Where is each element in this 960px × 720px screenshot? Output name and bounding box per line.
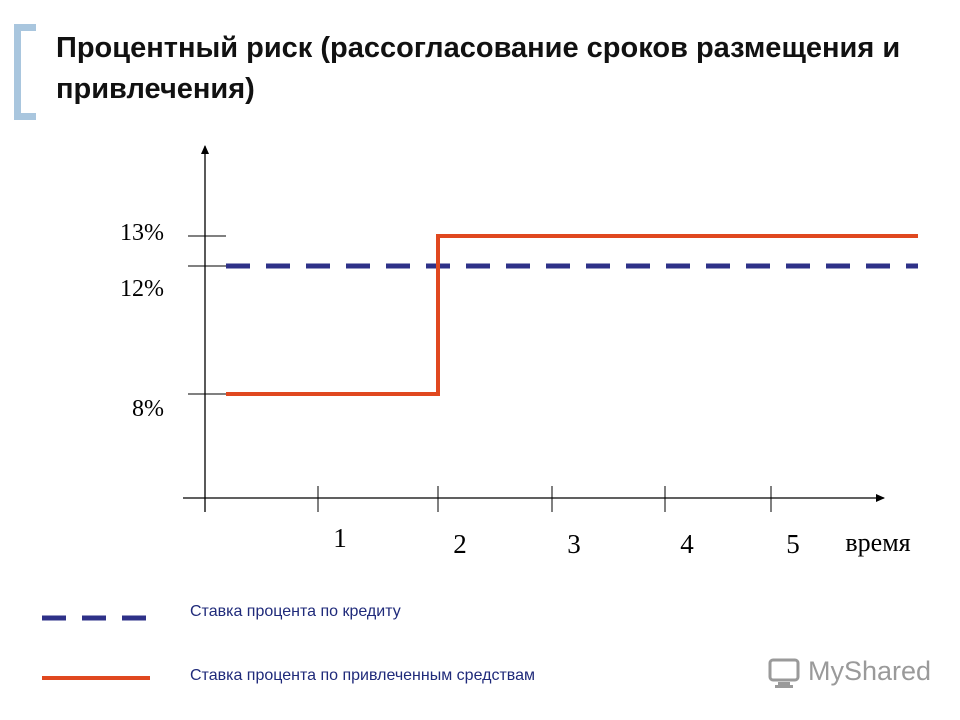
x-tick-label: 1 [333,523,347,553]
legend-label-attracted: Ставка процента по привлеченным средства… [190,667,535,684]
y-tick-label: 13% [120,220,164,246]
title-bracket [14,24,36,120]
x-tick-label: 4 [680,529,694,559]
x-tick-label: 2 [453,529,467,559]
x-tick-label: 3 [567,529,581,559]
x-axis-label: время [845,528,910,557]
x-tick-label: 5 [786,529,800,559]
legend-label-credit: Ставка процента по кредиту [190,603,401,620]
monitor-icon [768,658,800,688]
y-tick-label: 8% [132,396,164,422]
y-tick-label: 12% [120,276,164,302]
page-title: Процентный риск (рассогласование сроков … [56,32,901,105]
watermark-text: MyShared [808,656,932,686]
watermark-logo: MyShared [766,652,936,692]
series-attracted-line [226,234,918,396]
